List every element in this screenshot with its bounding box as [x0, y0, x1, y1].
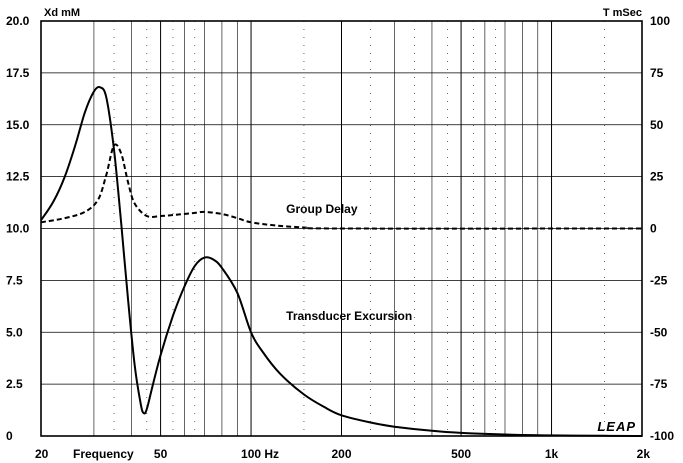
x-tick-label: 200: [331, 447, 351, 461]
label-layer: 20.0 17.5 15.0 12.5 10.0 7.5 5.0 2.5 0 100 75 50 25 0…: [6, 7, 674, 461]
y-left-tick-label: 15.0: [6, 118, 30, 132]
y-left-tick-label: 7.5: [6, 273, 23, 287]
y-right-tick-label: 0: [650, 222, 657, 236]
transducer-excursion-curve: [40, 86, 643, 437]
x-tick-label: 500: [451, 447, 471, 461]
y-left-tick-label: 2.5: [6, 377, 23, 391]
series-annotation: Group Delay: [286, 202, 358, 216]
group-delay-curve: [40, 143, 643, 230]
x-tick-label: 2k: [637, 447, 651, 461]
y-right-tick-label: 100: [650, 14, 670, 28]
series-layer: [40, 86, 643, 437]
series-annotation: Transducer Excursion: [286, 309, 412, 323]
y-left-tick-label: 17.5: [6, 66, 30, 80]
x-axis-title: Frequency: [73, 447, 134, 461]
y-right-tick-label: 50: [650, 118, 664, 132]
y-right-tick-label: 25: [650, 170, 664, 184]
y-left-tick-label: 12.5: [6, 170, 30, 184]
y-right-tick-label: -75: [650, 377, 668, 391]
x-tick-label: 50: [154, 447, 168, 461]
y-left-tick-label: 20.0: [6, 14, 30, 28]
y-right-tick-label: -25: [650, 273, 668, 287]
y-right-tick-label: -100: [650, 429, 674, 443]
plot-frame: [40, 20, 643, 437]
y-left-tick-label: 5.0: [6, 325, 23, 339]
x-tick-label: 100 Hz: [241, 447, 279, 461]
x-tick-label: 20: [35, 447, 49, 461]
leap-logo: LEAP: [597, 419, 636, 434]
x-tick-label: 1k: [545, 447, 559, 461]
y-right-tick-label: 75: [650, 66, 664, 80]
y-right-tick-label: -50: [650, 325, 668, 339]
y-left-tick-label: 10.0: [6, 222, 30, 236]
y-left-tick-label: 0: [6, 429, 13, 443]
y-right-axis-title: T mSec: [603, 7, 642, 19]
y-left-axis-title: Xd mM: [44, 7, 80, 19]
